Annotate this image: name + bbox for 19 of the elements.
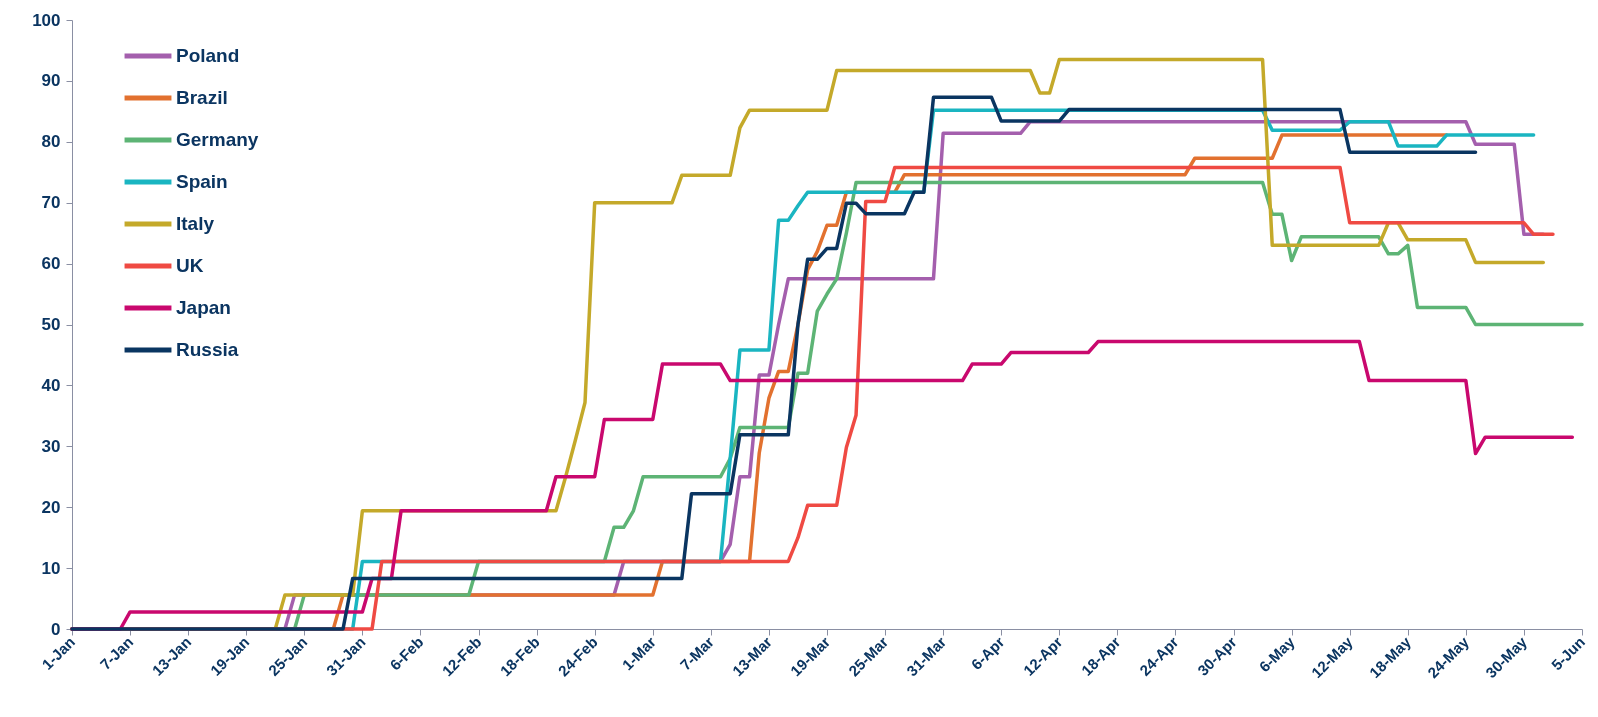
y-tick-label: 40	[41, 375, 61, 395]
y-tick-label: 50	[41, 315, 61, 334]
y-tick-label: 0	[51, 619, 61, 639]
legend-label: Germany	[176, 129, 259, 150]
y-tick-label: 30	[41, 436, 61, 456]
y-tick-label: 80	[41, 132, 61, 152]
legend-label: Italy	[176, 213, 215, 234]
legend-label: Spain	[176, 171, 228, 192]
y-tick-label: 20	[41, 497, 61, 517]
y-tick-label: 100	[32, 10, 61, 30]
legend-label: Japan	[176, 297, 231, 318]
y-tick-label: 10	[41, 558, 61, 578]
y-tick-label: 70	[41, 193, 61, 213]
legend-label: UK	[176, 255, 204, 276]
legend-label: Poland	[176, 45, 240, 66]
legend-label: Russia	[176, 339, 239, 360]
y-tick-label: 90	[41, 71, 61, 91]
y-tick-label: 60	[41, 254, 61, 274]
legend-label: Brazil	[176, 87, 228, 108]
